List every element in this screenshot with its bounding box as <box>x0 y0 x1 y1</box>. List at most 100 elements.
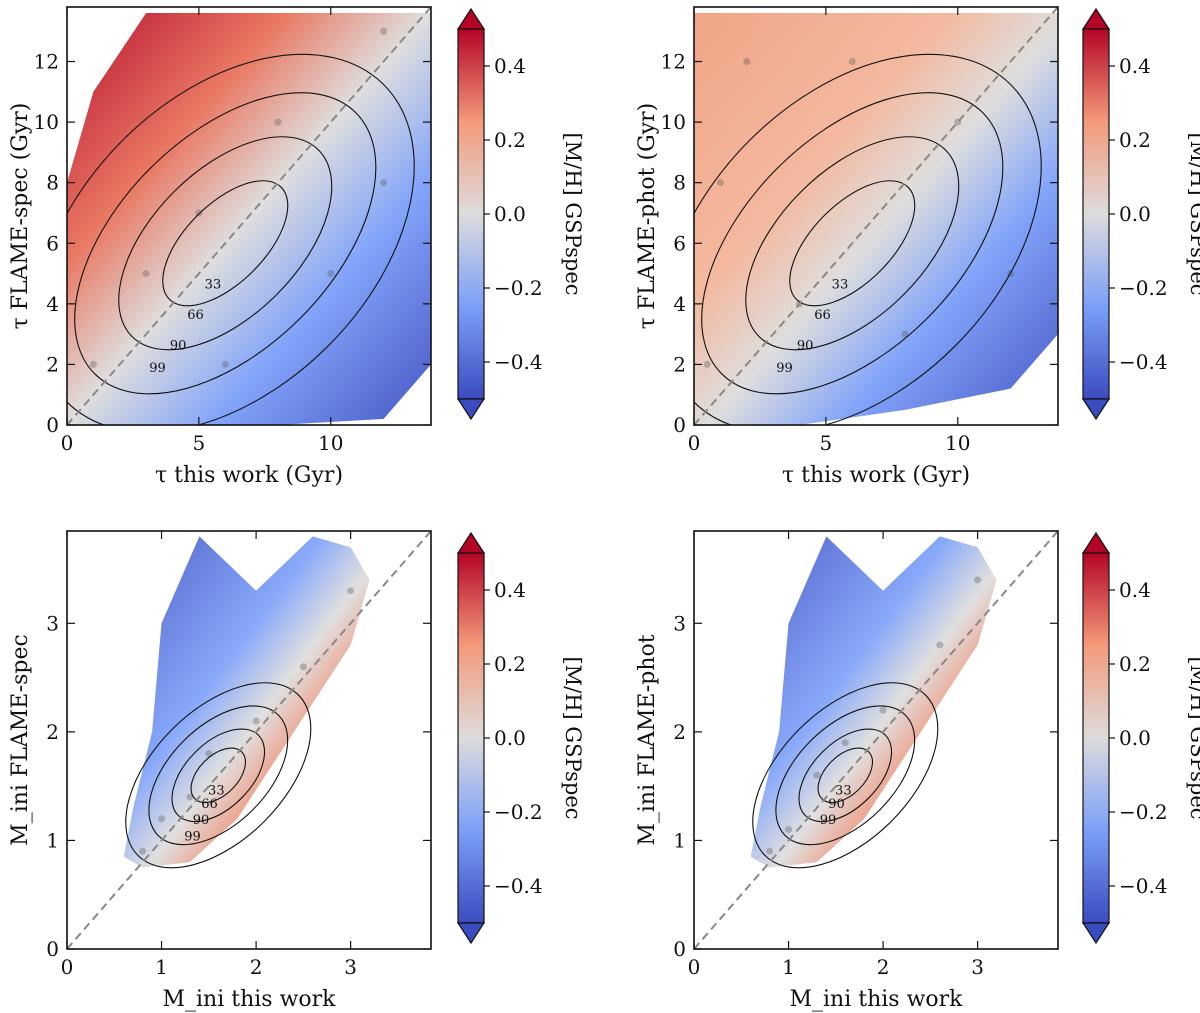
contour-label: 33 <box>832 278 849 293</box>
data-point <box>158 815 166 823</box>
data-point <box>139 847 147 855</box>
y-tick-label: 2 <box>673 352 686 376</box>
contour-line <box>148 705 289 846</box>
contour-label: 99 <box>184 829 201 844</box>
x-tick-label: 3 <box>344 955 357 979</box>
y-tick-label: 3 <box>673 611 686 635</box>
data-point <box>813 771 821 779</box>
data-point <box>936 641 944 649</box>
y-tick-label: 1 <box>46 828 59 852</box>
data-point <box>221 360 229 368</box>
data-point <box>252 717 260 725</box>
contour-line <box>190 747 246 804</box>
colorbar-tick-label: −0.4 <box>494 874 543 898</box>
colorbar-extend-min <box>1081 922 1111 945</box>
y-tick-label: 6 <box>46 231 59 255</box>
y-tick-label: 1 <box>673 828 686 852</box>
contour-label: 33 <box>835 783 852 798</box>
colorbar: −0.4 −0.2 0.0 0.2 0.4 [M/H] GSPspec <box>456 531 585 945</box>
colorbar-tick-label: −0.4 <box>494 350 543 374</box>
x-tick-label: 0 <box>61 955 74 979</box>
colorbar-tick-label: 0.0 <box>494 726 526 750</box>
reference-line <box>67 7 431 425</box>
colorbar-extend-min <box>456 398 486 421</box>
colorbar-label: [M/H] GSPspec <box>1186 132 1200 295</box>
data-point <box>380 179 388 187</box>
contour-label: 90 <box>193 813 210 828</box>
contour-line <box>118 136 333 351</box>
colorbar-tick-label: 0.2 <box>1119 652 1151 676</box>
data-point <box>848 58 856 66</box>
y-tick-label: 0 <box>46 413 59 437</box>
colorbar-extend-min <box>456 922 486 945</box>
x-tick-label: 0 <box>688 955 701 979</box>
y-axis-label: τ FLAME-phot (Gyr) <box>635 103 660 329</box>
x-tick-label: 5 <box>820 431 833 455</box>
data-point <box>743 58 751 66</box>
colorbar-label: [M/H] GSPspec <box>1186 656 1200 819</box>
x-axis-label: τ this work (Gyr) <box>782 463 970 488</box>
colorbar-tick-label: 0.2 <box>494 128 526 152</box>
data-point <box>380 27 388 35</box>
colorbar-extend-min <box>1081 398 1111 421</box>
x-axis-label: M_ini this work <box>162 987 336 1012</box>
data-point <box>766 847 774 855</box>
x-tick-label: 2 <box>250 955 263 979</box>
contour-label: 99 <box>776 361 793 376</box>
colorbar-extend-max <box>1081 7 1111 30</box>
colorbar-extend-max <box>456 7 486 30</box>
colorbar-gradient <box>1082 28 1110 400</box>
colorbar-tick-label: 0.4 <box>1119 578 1151 602</box>
reference-line <box>67 531 431 949</box>
x-tick-label: 10 <box>318 431 343 455</box>
y-tick-label: 12 <box>661 50 686 74</box>
x-tick-label: 10 <box>945 431 970 455</box>
contour-label: 66 <box>187 308 204 323</box>
data-point <box>703 360 711 368</box>
contour-label: 90 <box>170 338 187 353</box>
contour-line <box>798 728 893 823</box>
contour-line <box>74 92 377 395</box>
contour-line <box>775 705 916 846</box>
contour-label: 99 <box>820 813 837 828</box>
y-tick-label: 4 <box>673 292 686 316</box>
reference-line <box>694 531 1058 949</box>
contour-line <box>67 53 415 425</box>
colorbar-label: [M/H] GSPspec <box>561 132 585 295</box>
x-tick-label: 5 <box>193 431 206 455</box>
y-tick-label: 10 <box>661 110 686 134</box>
y-tick-label: 0 <box>46 937 59 961</box>
y-axis-label: τ FLAME-spec (Gyr) <box>8 103 33 330</box>
colorbar-tick-label: 0.0 <box>494 202 526 226</box>
data-point <box>195 209 203 217</box>
colorbar-tick-label: −0.2 <box>1119 276 1168 300</box>
colorbar-tick-label: 0.2 <box>494 652 526 676</box>
y-axis-label: M_ini FLAME-phot <box>635 634 660 845</box>
contour-label: 33 <box>205 278 222 293</box>
colorbar-tick-label: −0.2 <box>1119 800 1168 824</box>
contour-line <box>125 682 312 869</box>
colorbar-tick-label: 0.4 <box>1119 54 1151 78</box>
colorbar-tick-label: 0.4 <box>494 54 526 78</box>
contour-label: 90 <box>828 797 845 812</box>
data-point <box>142 270 150 278</box>
contour-line <box>752 682 939 869</box>
contour-line <box>745 136 960 351</box>
y-tick-label: 0 <box>673 937 686 961</box>
data-point <box>186 793 194 801</box>
colorbar-gradient <box>457 28 485 400</box>
contour-label: 99 <box>149 361 166 376</box>
colorbar-tick-label: −0.4 <box>1119 874 1168 898</box>
axes-frame <box>66 6 432 426</box>
y-tick-label: 4 <box>46 292 59 316</box>
colorbar-tick-label: −0.2 <box>494 800 543 824</box>
x-tick-label: 1 <box>782 955 795 979</box>
y-tick-label: 2 <box>46 352 59 376</box>
y-tick-label: 8 <box>46 171 59 195</box>
colorbar-tick-label: 0.2 <box>1119 128 1151 152</box>
data-point <box>274 118 282 126</box>
